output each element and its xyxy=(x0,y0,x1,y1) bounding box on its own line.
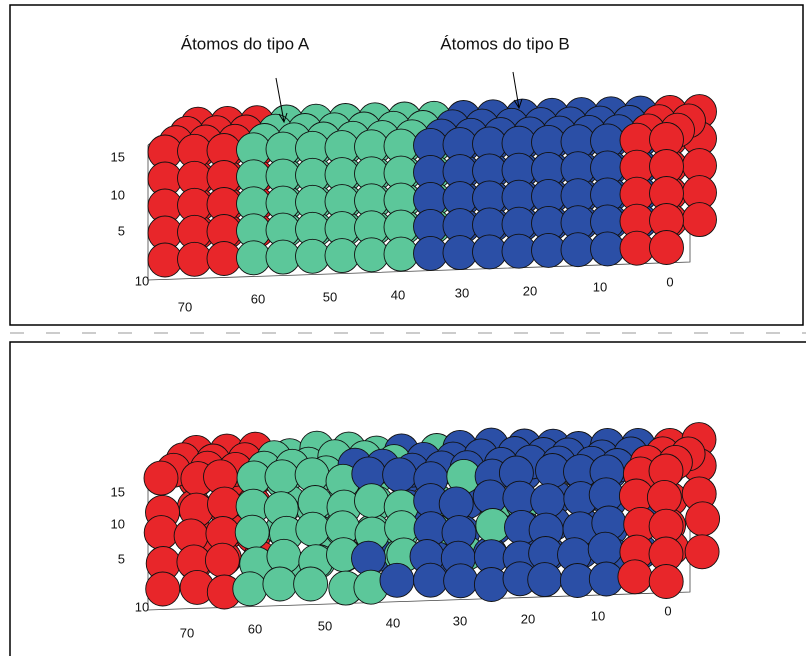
atom xyxy=(146,572,180,606)
atom xyxy=(561,233,595,267)
atom xyxy=(144,516,178,550)
atom xyxy=(266,240,300,274)
atom xyxy=(683,203,717,237)
x-tick-label: 30 xyxy=(453,613,467,628)
atom xyxy=(144,461,178,495)
atom xyxy=(235,515,269,549)
atom xyxy=(443,236,477,270)
atom xyxy=(649,565,683,599)
y-tick-label: 10 xyxy=(135,273,149,288)
atom xyxy=(384,237,418,271)
x-tick-label: 50 xyxy=(318,618,332,633)
atom xyxy=(502,234,536,268)
x-tick-label: 40 xyxy=(386,615,400,630)
atom xyxy=(531,484,565,518)
atom xyxy=(263,567,297,601)
x-tick-label: 20 xyxy=(521,611,535,626)
atom xyxy=(532,233,566,267)
atom xyxy=(296,239,330,273)
atom xyxy=(685,535,719,569)
atom xyxy=(528,563,562,597)
x-tick-label: 30 xyxy=(455,285,469,300)
x-tick-label: 70 xyxy=(180,625,194,640)
atom xyxy=(383,458,417,492)
x-tick-label: 60 xyxy=(248,621,262,636)
x-tick-label: 50 xyxy=(323,289,337,304)
z-tick-label: 15 xyxy=(111,484,125,499)
z-tick-label: 5 xyxy=(118,551,125,566)
atom xyxy=(650,231,684,265)
atom xyxy=(178,242,212,276)
x-tick-label: 70 xyxy=(178,299,192,314)
atom xyxy=(205,543,239,577)
atom xyxy=(380,563,414,597)
figure: Átomos do tipo A Átomos do tipo B 15 10 5 1… xyxy=(0,0,806,656)
z-tick-label: 10 xyxy=(111,516,125,531)
atom xyxy=(233,572,267,606)
atom xyxy=(473,235,507,269)
x-tick-label: 20 xyxy=(523,283,537,298)
atom xyxy=(474,568,508,602)
atom xyxy=(686,502,720,536)
atom xyxy=(414,236,448,270)
atom xyxy=(265,460,299,494)
atom xyxy=(325,239,359,273)
atom xyxy=(296,512,330,546)
atoms xyxy=(144,95,720,610)
x-tick-label: 10 xyxy=(593,279,607,294)
z-tick-label: 10 xyxy=(111,187,125,202)
atom xyxy=(620,231,654,265)
annotation: Átomos do tipo B xyxy=(440,34,569,53)
atom xyxy=(444,564,478,598)
atom xyxy=(207,242,241,276)
y-tick-label: 10 xyxy=(135,599,149,614)
atom xyxy=(294,567,328,601)
atom xyxy=(414,563,448,597)
atom xyxy=(148,243,182,277)
x-tick-label: 0 xyxy=(666,274,673,289)
atom xyxy=(591,232,625,266)
x-tick-label: 10 xyxy=(591,608,605,623)
x-tick-label: 40 xyxy=(391,287,405,302)
annotation: Átomos do tipo A xyxy=(181,34,310,53)
x-tick-label: 60 xyxy=(251,291,265,306)
atom xyxy=(237,241,271,275)
atom xyxy=(355,238,389,272)
z-tick-label: 15 xyxy=(111,149,125,164)
x-tick-label: 0 xyxy=(664,603,671,618)
atom xyxy=(355,484,389,518)
atom xyxy=(588,532,622,566)
atom xyxy=(618,560,652,594)
z-tick-label: 5 xyxy=(118,223,125,238)
